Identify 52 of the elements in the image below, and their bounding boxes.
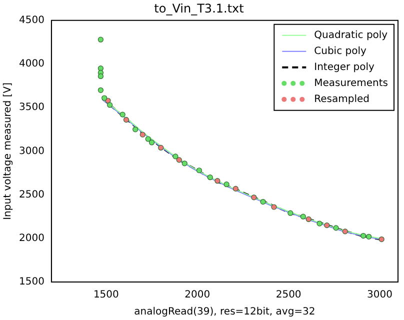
point [333,225,339,231]
y-tick-label: 2500 [18,189,44,200]
legend-label: Integer poly [314,62,375,73]
point [145,136,151,142]
x-tick-label: 3000 [367,290,392,301]
point [182,160,188,166]
point [378,236,384,242]
point [98,87,104,93]
legend-label: Resampled [314,94,370,105]
point [306,216,312,222]
point [98,73,104,80]
point [120,112,126,118]
y-tick-label: 4500 [18,14,44,26]
point [360,232,366,239]
point [102,95,108,101]
point [148,140,155,146]
point [232,186,238,192]
x-axis-title: analogRead(39), res=12bit, avg=32 [134,306,316,318]
point [342,228,348,234]
point [172,154,178,160]
point [288,210,294,216]
point [107,102,113,108]
y-axis-title: Input voltage measured [V] [2,82,14,220]
x-tick-label: 2500 [276,290,302,301]
point [300,214,306,220]
chart-title: to_Vin_T3.1.txt [154,1,244,16]
point [196,168,202,174]
point [214,178,220,184]
legend-label: Quadratic poly [314,30,388,41]
point [158,144,164,151]
y-tick-label: 3500 [18,102,44,114]
point [176,157,182,163]
point [366,234,372,240]
point [140,132,146,138]
point [324,222,330,228]
x-tick-label: 1500 [93,290,119,301]
point [316,220,322,226]
point [123,117,130,123]
point [260,198,266,205]
point [251,194,257,200]
point [132,126,138,132]
legend-label: Cubic poly [314,46,367,57]
point [98,36,104,42]
y-tick-label: 2000 [18,232,44,244]
point [271,204,277,210]
x-tick-label: 2000 [184,290,210,301]
point [207,174,213,180]
point [224,182,230,188]
y-tick-label: 4000 [18,58,44,70]
y-tick-label: 1500 [18,276,44,288]
legend-label: Measurements [314,78,388,89]
y-tick-label: 3000 [18,146,44,157]
